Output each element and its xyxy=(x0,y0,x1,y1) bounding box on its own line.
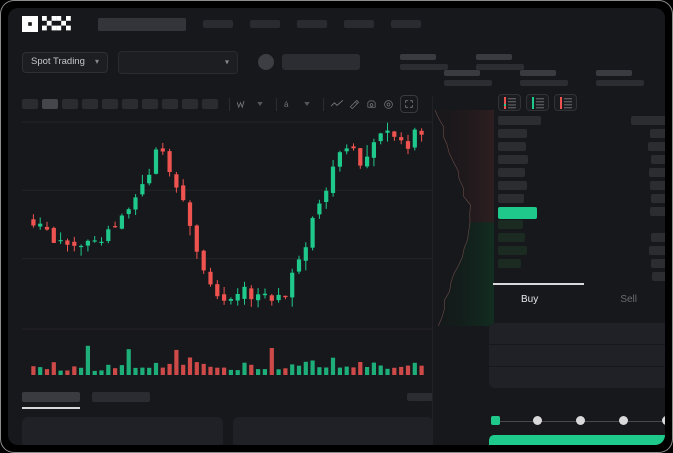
svg-text:á: á xyxy=(284,100,289,109)
